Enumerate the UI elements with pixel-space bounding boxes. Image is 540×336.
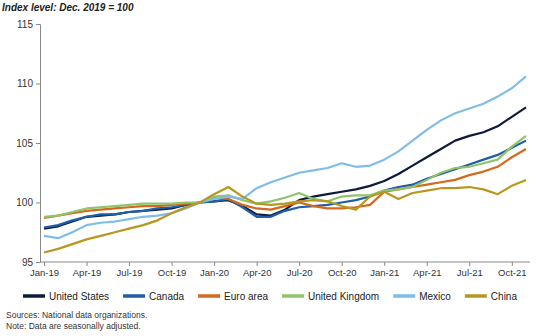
x-axis-line — [40, 262, 530, 263]
y-axis-line — [36, 25, 41, 263]
lines — [44, 76, 526, 252]
series-line — [44, 141, 526, 228]
chart-container: Index level: Dec. 2019 = 100951001051101… — [0, 0, 540, 336]
x-tick-label: Oct-21 — [498, 267, 527, 278]
annotation: Note: Data are seasonally adjusted. — [6, 321, 141, 331]
x-tick-mark — [342, 262, 343, 266]
legend-swatch — [282, 294, 304, 298]
x-tick-mark — [512, 262, 513, 266]
legend-item: United States — [23, 291, 109, 302]
y-tick-mark — [36, 84, 40, 85]
x-tick: Jul-20 — [287, 262, 313, 278]
y-tick: 100 — [16, 197, 40, 208]
x-tick-label: Oct-19 — [158, 267, 187, 278]
x-tick-label: Apr-19 — [73, 267, 102, 278]
y-tick-label: 100 — [16, 197, 33, 208]
y-tick: 115 — [17, 19, 40, 30]
x-tick-mark — [384, 262, 385, 266]
y-tick-label: 115 — [17, 19, 33, 30]
legend-label: Mexico — [419, 291, 451, 302]
x-tick: Jul-19 — [117, 262, 143, 278]
y-axis-title: Index level: Dec. 2019 = 100 — [2, 2, 134, 13]
x-tick: Jan-21 — [370, 262, 399, 278]
legend-item: United Kingdom — [282, 291, 379, 302]
x-tick: Jul-21 — [457, 262, 483, 278]
y-tick: 105 — [16, 138, 40, 149]
x-tick: Apr-21 — [413, 262, 442, 278]
x-tick-label: Jan-20 — [200, 267, 229, 278]
x-axis: Jan-19 Apr-19 Jul-19 Oct-19 Jan-20 Apr-20 Jul-… — [30, 262, 530, 278]
x-tick-mark — [172, 262, 173, 266]
legend-label: China — [491, 291, 518, 302]
x-tick-label: Jul-21 — [457, 267, 483, 278]
x-tick-mark — [44, 262, 45, 266]
x-tick-mark — [129, 262, 130, 266]
y-tick-mark — [36, 262, 40, 263]
x-tick-label: Jul-20 — [287, 267, 313, 278]
y-tick-mark — [36, 24, 40, 25]
legend: United States Canada Euro area United Kingd… — [23, 291, 517, 302]
legend-swatch — [198, 294, 220, 298]
x-tick-label: Jan-19 — [30, 267, 59, 278]
series-line — [44, 180, 526, 253]
legend-swatch — [465, 294, 487, 298]
x-tick-label: Jan-21 — [370, 267, 399, 278]
x-tick-mark — [469, 262, 470, 266]
x-tick: Oct-21 — [498, 262, 527, 278]
x-tick-mark — [299, 262, 300, 266]
y-tick-mark — [36, 203, 40, 204]
x-tick: Oct-20 — [328, 262, 357, 278]
annotation: Sources: National data organizations. — [6, 310, 147, 320]
y-tick-mark — [36, 143, 40, 144]
y-tick-label: 105 — [16, 138, 33, 149]
legend-label: Canada — [149, 291, 184, 302]
series-line — [44, 76, 526, 238]
x-tick-label: Oct-20 — [328, 267, 357, 278]
y-tick-label: 110 — [17, 78, 33, 89]
legend-item: Canada — [123, 291, 184, 302]
legend-item: Mexico — [393, 291, 451, 302]
x-tick-label: Apr-20 — [243, 267, 272, 278]
series-line — [44, 149, 526, 218]
legend-swatch — [123, 294, 145, 298]
y-axis: 95100105110115 — [16, 19, 40, 268]
chart-svg: Index level: Dec. 2019 = 100951001051101… — [0, 0, 540, 336]
x-tick-mark — [427, 262, 428, 266]
x-tick: Jan-20 — [200, 262, 229, 278]
legend-item: China — [465, 291, 518, 302]
legend-label: United States — [49, 291, 109, 302]
legend-label: Euro area — [224, 291, 268, 302]
series-line — [44, 107, 526, 228]
x-tick-mark — [87, 262, 88, 266]
x-tick: Apr-20 — [243, 262, 272, 278]
legend-swatch — [23, 294, 45, 298]
x-tick-mark — [257, 262, 258, 266]
x-tick: Oct-19 — [158, 262, 187, 278]
x-tick: Jan-19 — [30, 262, 59, 278]
legend-swatch — [393, 294, 415, 298]
x-tick-label: Jul-19 — [117, 267, 143, 278]
x-tick-label: Apr-21 — [413, 267, 442, 278]
x-tick-mark — [214, 262, 215, 266]
legend-label: United Kingdom — [308, 291, 379, 302]
x-tick: Apr-19 — [73, 262, 102, 278]
y-tick: 110 — [17, 78, 40, 89]
legend-item: Euro area — [198, 291, 268, 302]
